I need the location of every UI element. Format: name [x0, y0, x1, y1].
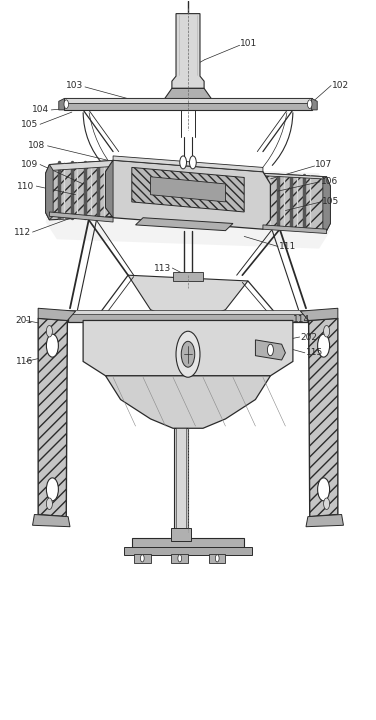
Polygon shape: [106, 161, 113, 217]
Circle shape: [318, 334, 330, 357]
Text: 112: 112: [14, 228, 31, 237]
Polygon shape: [300, 308, 338, 320]
Polygon shape: [83, 320, 293, 376]
Circle shape: [190, 156, 196, 169]
Polygon shape: [255, 174, 327, 179]
Circle shape: [318, 478, 330, 501]
Circle shape: [267, 344, 273, 356]
Circle shape: [64, 100, 68, 109]
Circle shape: [176, 331, 200, 377]
Text: 107: 107: [315, 160, 333, 169]
Polygon shape: [38, 318, 67, 517]
Bar: [64, 99, 312, 103]
Bar: [171, 528, 191, 541]
Bar: [68, 310, 308, 314]
Polygon shape: [49, 212, 113, 222]
Bar: [209, 554, 226, 562]
Polygon shape: [59, 99, 64, 110]
Polygon shape: [128, 275, 248, 320]
Bar: [132, 539, 244, 549]
Text: 104: 104: [32, 105, 49, 114]
Circle shape: [181, 341, 195, 367]
Polygon shape: [38, 308, 76, 320]
Circle shape: [46, 498, 52, 510]
Bar: [134, 554, 150, 562]
Polygon shape: [323, 176, 331, 230]
Text: 105: 105: [21, 120, 38, 129]
Polygon shape: [106, 161, 270, 229]
Text: 201: 201: [16, 316, 33, 325]
Text: 116: 116: [16, 357, 33, 366]
Text: 202: 202: [300, 333, 317, 341]
Circle shape: [324, 498, 330, 510]
Polygon shape: [150, 176, 226, 202]
Text: 110: 110: [17, 181, 35, 191]
Bar: [174, 428, 188, 533]
Text: 115: 115: [306, 348, 323, 357]
Text: 106: 106: [321, 177, 338, 186]
Text: 102: 102: [332, 81, 349, 90]
Polygon shape: [49, 161, 121, 171]
Text: 108: 108: [29, 141, 45, 150]
Circle shape: [46, 334, 58, 357]
Polygon shape: [309, 318, 338, 517]
Text: 113: 113: [154, 264, 171, 272]
Circle shape: [178, 554, 182, 562]
Text: 114: 114: [293, 315, 310, 323]
Bar: [64, 99, 312, 110]
Polygon shape: [263, 225, 327, 233]
Polygon shape: [106, 376, 270, 428]
Bar: [171, 554, 188, 562]
Polygon shape: [132, 168, 244, 212]
Bar: [68, 312, 308, 322]
Text: 101: 101: [240, 40, 258, 48]
Polygon shape: [306, 515, 343, 527]
Circle shape: [46, 478, 58, 501]
Polygon shape: [113, 156, 263, 172]
Text: 105: 105: [322, 197, 340, 207]
Polygon shape: [255, 340, 285, 360]
Polygon shape: [45, 161, 121, 220]
Circle shape: [140, 554, 144, 562]
Polygon shape: [172, 14, 204, 89]
Bar: [124, 546, 252, 555]
Text: 103: 103: [66, 81, 83, 90]
Circle shape: [215, 554, 219, 562]
Polygon shape: [136, 217, 233, 230]
Polygon shape: [45, 163, 331, 248]
Text: 109: 109: [21, 160, 38, 169]
Bar: [173, 272, 203, 281]
Polygon shape: [162, 89, 214, 103]
Polygon shape: [33, 515, 70, 527]
Circle shape: [308, 100, 312, 109]
Circle shape: [324, 325, 330, 337]
Circle shape: [180, 156, 186, 169]
Polygon shape: [255, 174, 331, 230]
Polygon shape: [312, 99, 317, 110]
Bar: [176, 428, 186, 533]
Polygon shape: [45, 165, 53, 220]
Circle shape: [46, 325, 52, 337]
Text: 111: 111: [279, 242, 296, 251]
